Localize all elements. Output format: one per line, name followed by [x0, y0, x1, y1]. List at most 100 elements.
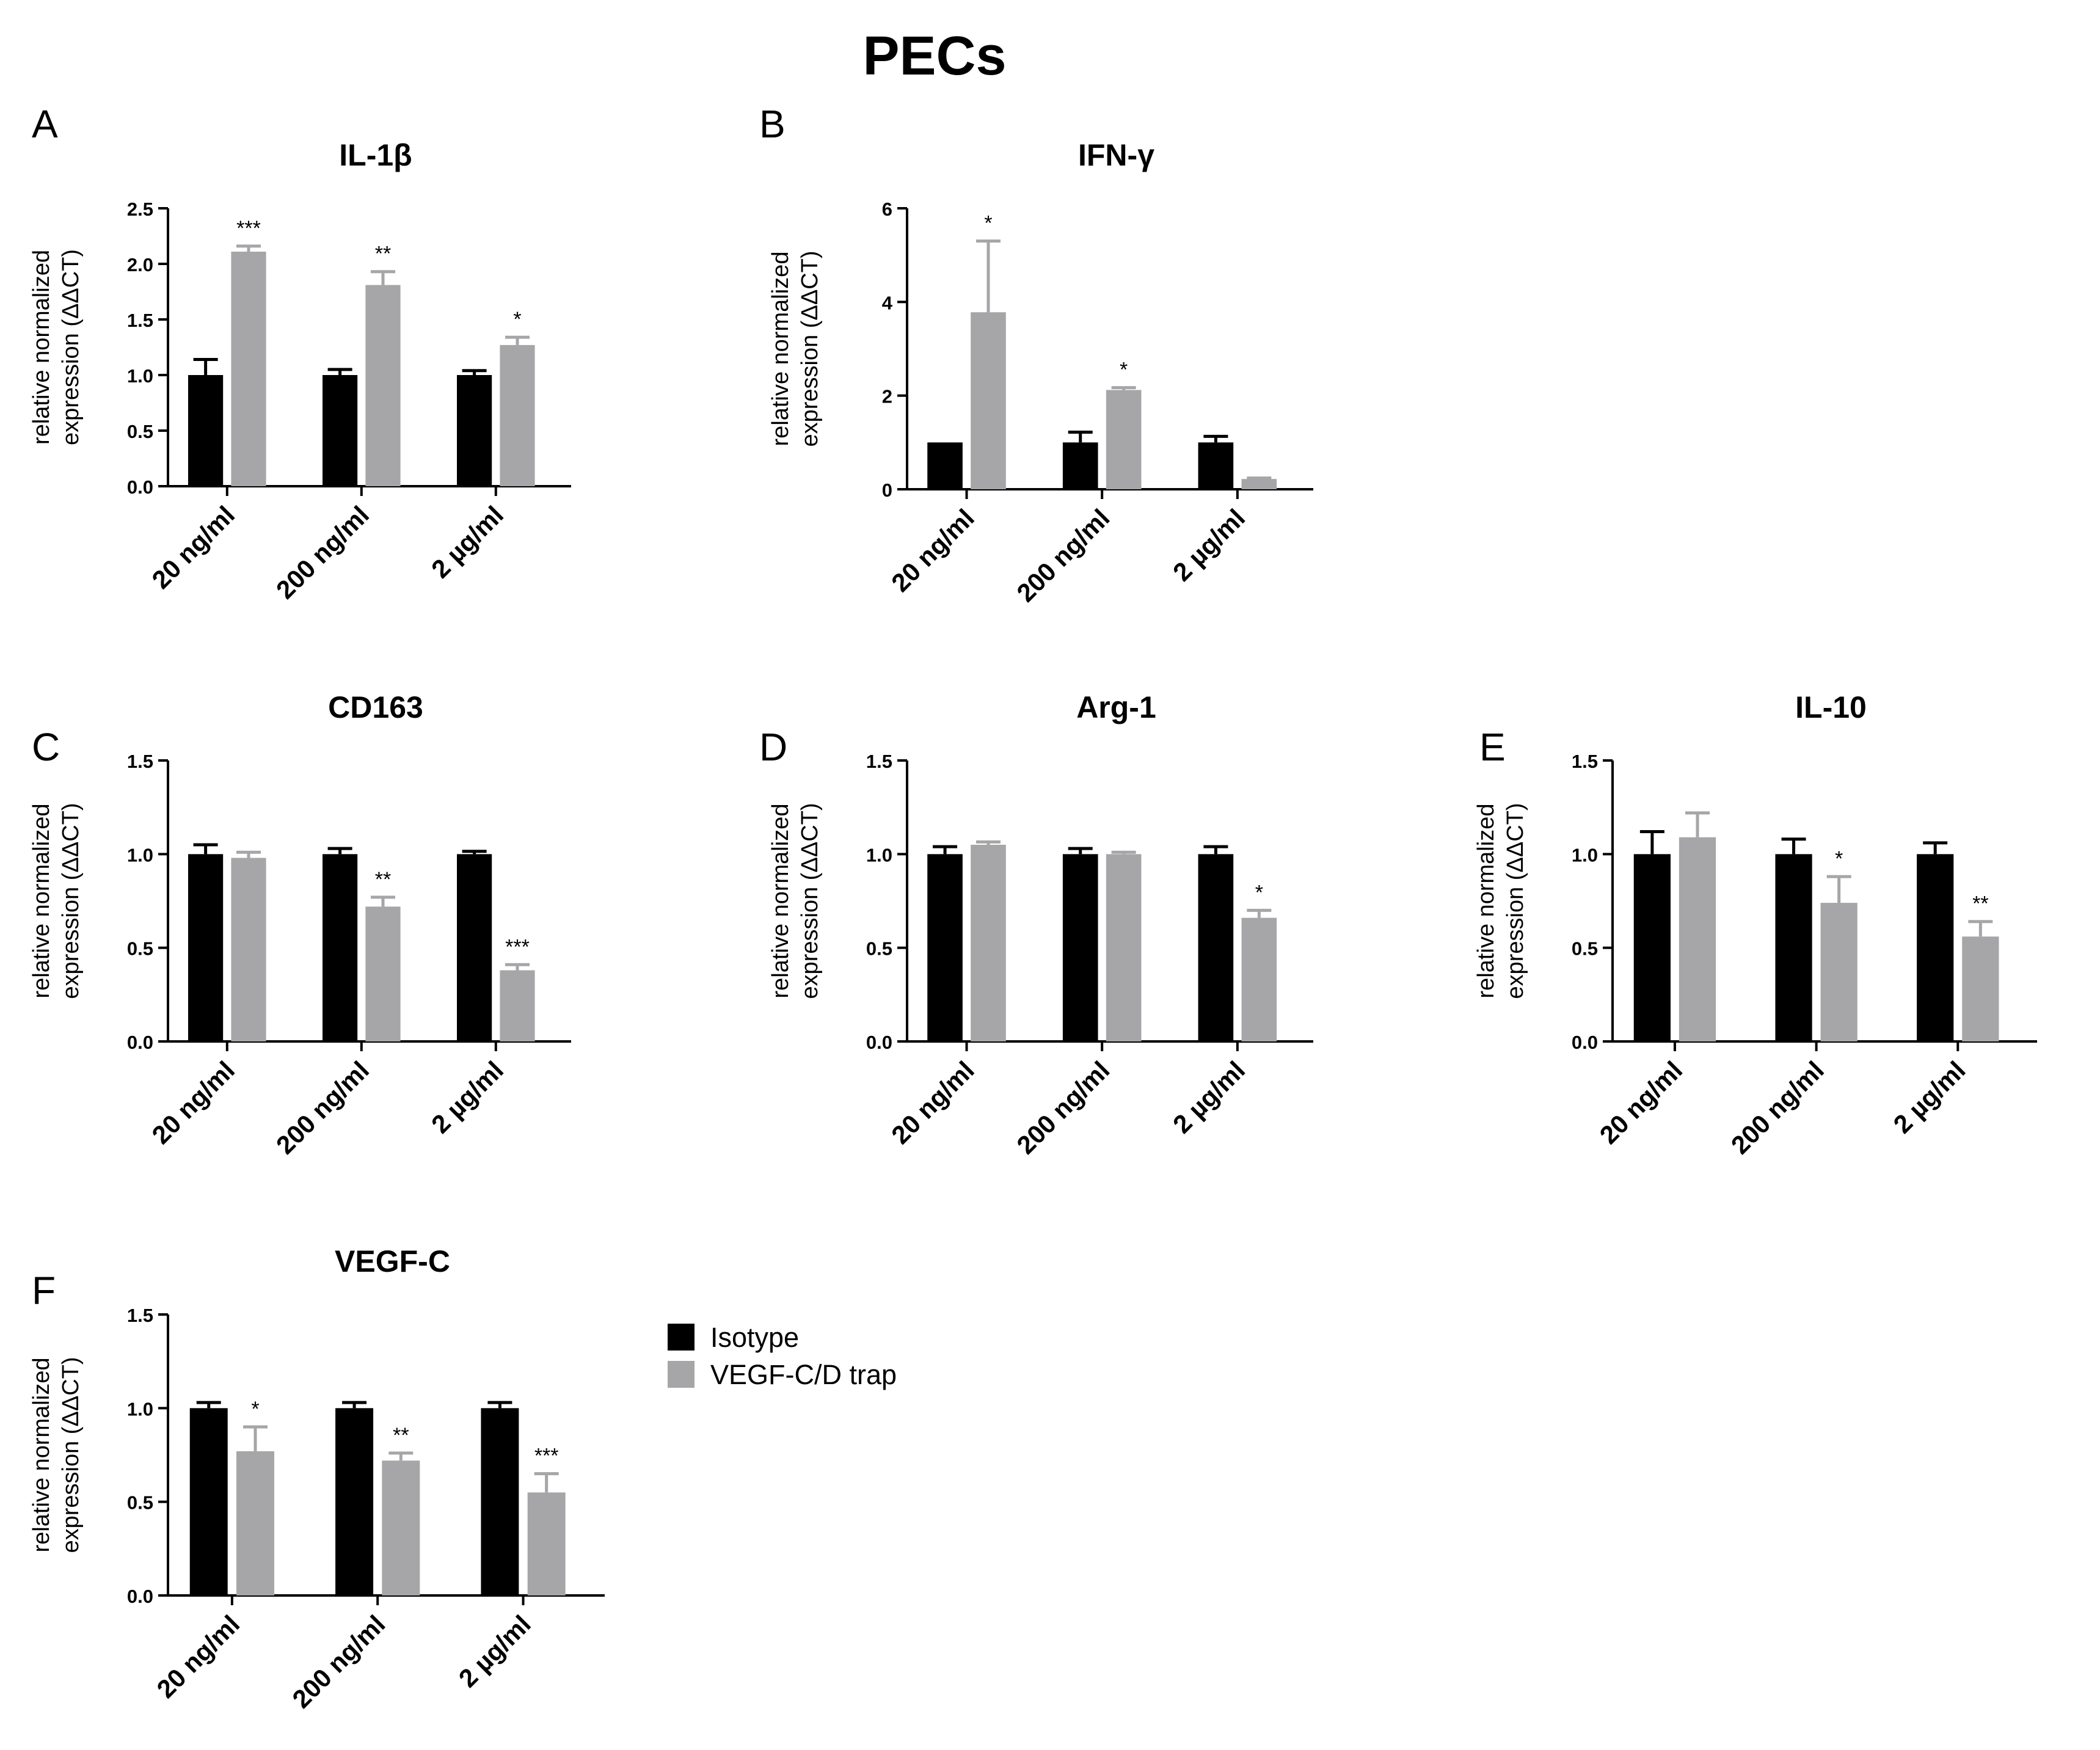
- x-tick-label: 2 µg/ml: [1167, 503, 1250, 586]
- bar-isotype: [1062, 442, 1098, 489]
- significance-marker: *: [1255, 881, 1263, 904]
- y-axis-label: relative normalized expression (ΔΔCT): [768, 803, 823, 999]
- chart-panel-f: F VEGF-C relative normalized expression (ΔΔ…: [29, 1244, 605, 1713]
- x-tick-label: 2 µg/ml: [1167, 1055, 1250, 1139]
- bar-trap: [1820, 903, 1858, 1041]
- bar-trap: [527, 1492, 566, 1595]
- bar-isotype: [1775, 854, 1812, 1041]
- bar-isotype: [335, 1408, 374, 1595]
- figure-title: PECs: [862, 26, 1006, 87]
- bar-trap: [500, 345, 535, 486]
- y-tick-label: 0.0: [1572, 1032, 1598, 1053]
- chart-panel-d: D Arg-1 relative normalized expression (ΔΔC…: [759, 690, 1313, 1159]
- panel-letter: F: [32, 1269, 56, 1313]
- legend-label-isotype: Isotype: [710, 1322, 799, 1353]
- significance-marker: *: [251, 1398, 259, 1421]
- y-tick-label: 1.0: [1572, 844, 1598, 866]
- x-tick-label: 200 ng/ml: [1011, 503, 1115, 607]
- bar-isotype: [323, 375, 358, 486]
- significance-marker: ***: [505, 935, 530, 958]
- y-axis-label: relative normalized expression (ΔΔCT): [29, 249, 84, 445]
- bar-isotype: [1917, 854, 1954, 1041]
- bar-isotype: [457, 375, 492, 486]
- chart-title: Arg-1: [1076, 690, 1156, 724]
- y-tick-label: 4: [882, 292, 893, 313]
- bar-trap: [500, 970, 535, 1041]
- y-tick-label: 2.5: [127, 199, 153, 220]
- significance-marker: *: [984, 212, 992, 235]
- x-tick-label: 20 ng/ml: [1594, 1055, 1688, 1150]
- bar-isotype: [481, 1408, 519, 1595]
- y-tick-label: 6: [882, 199, 892, 220]
- significance-marker: ***: [236, 217, 261, 240]
- bar-isotype: [1198, 442, 1234, 489]
- legend-swatch-isotype: [668, 1324, 695, 1351]
- y-tick-label: 0.5: [127, 938, 153, 960]
- bar-trap: [1962, 936, 1999, 1041]
- bar-trap: [365, 906, 401, 1041]
- x-tick-label: 2 µg/ml: [453, 1610, 536, 1693]
- x-tick-label: 200 ng/ml: [271, 1055, 374, 1159]
- y-tick-label: 1.5: [127, 1305, 153, 1326]
- y-tick-label: 2.0: [127, 254, 153, 275]
- y-axis-label: relative normalized expression (ΔΔCT): [1473, 803, 1528, 999]
- bar-trap: [1679, 837, 1716, 1041]
- significance-marker: **: [375, 242, 391, 266]
- significance-marker: *: [1835, 847, 1843, 870]
- chart-title: VEGF-C: [335, 1244, 450, 1278]
- bar-trap: [1106, 390, 1142, 489]
- legend-swatch-trap: [668, 1361, 695, 1388]
- chart-title: IFN-γ: [1078, 138, 1154, 172]
- x-tick-label: 200 ng/ml: [286, 1610, 390, 1713]
- y-tick-label: 2: [882, 386, 892, 407]
- x-tick-label: 20 ng/ml: [146, 500, 240, 594]
- y-tick-label: 1.5: [1572, 751, 1598, 772]
- y-tick-label: 0.5: [127, 1492, 153, 1514]
- significance-marker: **: [393, 1424, 409, 1447]
- chart-panel-a: A IL-1β relative normalized expression (ΔΔC…: [29, 102, 571, 604]
- x-tick-label: 2 µg/ml: [426, 500, 509, 583]
- y-axis-label: relative normalized expression (ΔΔCT): [29, 1357, 84, 1553]
- bar-isotype: [323, 854, 358, 1041]
- bar-trap: [365, 285, 401, 486]
- bar-isotype: [1633, 854, 1671, 1041]
- chart-panel-e: E IL-10 relative normalized expression (ΔΔC…: [1473, 690, 2037, 1159]
- bar-trap: [231, 251, 266, 486]
- chart-title: IL-10: [1795, 690, 1867, 724]
- y-tick-label: 0: [882, 479, 892, 501]
- significance-marker: ***: [534, 1445, 559, 1468]
- y-tick-label: 1.0: [127, 1398, 153, 1420]
- legend: Isotype VEGF-C/D trap: [668, 1322, 897, 1390]
- significance-marker: **: [375, 868, 391, 891]
- y-tick-label: 0.0: [127, 476, 153, 498]
- bar-trap: [971, 845, 1006, 1041]
- significance-marker: **: [1972, 892, 1988, 916]
- chart-title: CD163: [328, 690, 423, 724]
- y-tick-label: 0.0: [127, 1032, 153, 1053]
- x-tick-label: 20 ng/ml: [146, 1055, 240, 1150]
- chart-panels: A IL-1β relative normalized expression (ΔΔC…: [29, 102, 2037, 1713]
- y-axis-label: relative normalized expression (ΔΔCT): [29, 803, 84, 999]
- panel-letter: C: [32, 725, 60, 769]
- x-tick-label: 200 ng/ml: [1011, 1055, 1115, 1159]
- bar-trap: [1241, 917, 1277, 1041]
- y-tick-label: 1.5: [866, 751, 892, 772]
- y-tick-label: 1.5: [127, 310, 153, 331]
- x-tick-label: 200 ng/ml: [271, 500, 374, 604]
- y-tick-label: 1.5: [127, 751, 153, 772]
- chart-panel-b: B IFN-γ relative normalized expression (ΔΔC…: [759, 102, 1313, 607]
- significance-marker: *: [513, 308, 521, 331]
- y-tick-label: 1.0: [127, 365, 153, 387]
- x-tick-label: 2 µg/ml: [1887, 1055, 1971, 1139]
- x-tick-label: 2 µg/ml: [426, 1055, 509, 1139]
- y-tick-label: 0.0: [866, 1032, 892, 1053]
- bar-trap: [382, 1460, 420, 1595]
- panel-letter: B: [759, 102, 786, 146]
- panel-letter: A: [32, 102, 58, 146]
- chart-panel-c: C CD163 relative normalized expression (ΔΔC…: [29, 690, 571, 1159]
- bar-isotype: [188, 375, 224, 486]
- bar-isotype: [927, 442, 963, 489]
- panel-letter: E: [1479, 725, 1506, 769]
- y-axis-label: relative normalized expression (ΔΔCT): [768, 250, 823, 447]
